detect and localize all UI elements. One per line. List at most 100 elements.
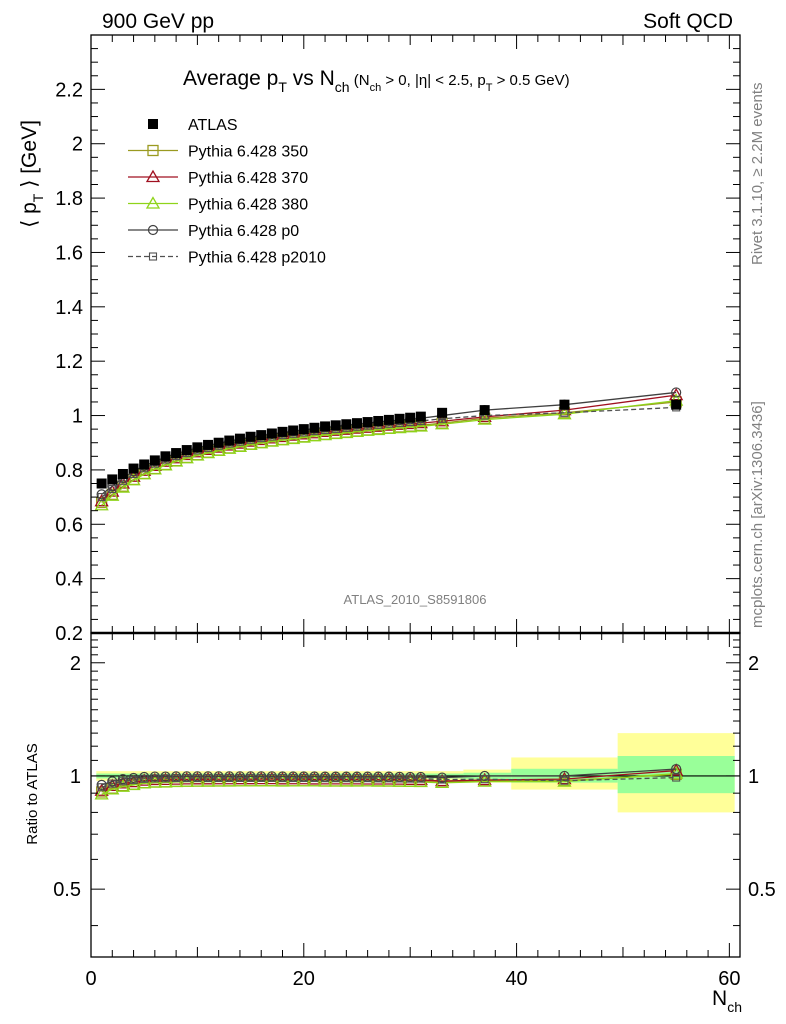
- atlas-data-point: [149, 455, 160, 466]
- atlas-data-point: [479, 405, 490, 416]
- ratio-point: [438, 775, 447, 784]
- atlas-data-point: [671, 399, 682, 410]
- ratio-point: [298, 771, 309, 782]
- ratio-point: [479, 770, 490, 782]
- legend-marker: [148, 252, 158, 261]
- atlas-data-point: [256, 430, 267, 441]
- atlas-data-point: [415, 411, 426, 422]
- ratio-point: [406, 774, 415, 783]
- atlas-data-point: [298, 424, 309, 435]
- main-panel: 0.2 0.4 0.6 0.8 1 1.2 1.4 1.6 1.8 2 2.2: [55, 34, 741, 645]
- ratio-plot-frame: [90, 632, 741, 958]
- atlas-data-point: [394, 413, 405, 424]
- series-point: [339, 425, 354, 439]
- ratio-point: [288, 771, 299, 782]
- atlas-data-point: [383, 414, 394, 425]
- ratio-point: [560, 776, 569, 785]
- legend-label: ATLAS: [188, 117, 238, 134]
- ratio-point: [416, 774, 425, 783]
- y-tick-label: 0.6: [55, 514, 83, 536]
- atlas-data-point: [351, 418, 362, 429]
- ratio-point: [139, 771, 150, 783]
- ratio-point: [405, 771, 416, 783]
- series-point: [403, 419, 418, 433]
- ratio-point: [171, 771, 182, 782]
- series-point: [296, 430, 311, 443]
- series-point: [211, 443, 226, 457]
- ratio-point: [331, 774, 340, 783]
- legend-marker: [145, 196, 161, 209]
- series-point: [158, 457, 173, 471]
- legend-label: Pythia 6.428 p0: [188, 223, 299, 240]
- atlas-data-point: [203, 439, 214, 450]
- x-tick-label: 60: [718, 968, 740, 990]
- x-axis-label: Nch: [712, 987, 742, 1015]
- ratio-point: [117, 774, 129, 785]
- y-tick-label: 1.4: [55, 297, 83, 319]
- legend-label: Pythia 6.428 380: [188, 197, 308, 214]
- ratio-point: [256, 771, 267, 782]
- x-tick-label: 40: [505, 968, 527, 990]
- ratio-point: [373, 771, 384, 782]
- legend-marker: [147, 224, 159, 236]
- series-point: [317, 427, 333, 441]
- ratio-point: [118, 777, 127, 786]
- ratio-point: [193, 773, 202, 783]
- atlas-data-point: [107, 474, 118, 485]
- series-point: [349, 424, 365, 438]
- ratio-point: [257, 773, 266, 782]
- ratio-point: [394, 771, 405, 782]
- ratio-y-tick-label-right: 0.5: [748, 879, 776, 901]
- legend-label: Pythia 6.428 370: [188, 170, 308, 187]
- atlas-data-point: [559, 399, 570, 410]
- ratio-point: [310, 773, 319, 783]
- ratio-point: [278, 774, 287, 783]
- ratio-point: [160, 771, 171, 782]
- ratio-point: [202, 771, 214, 782]
- ratio-point: [181, 771, 192, 782]
- ratio-point: [234, 771, 246, 782]
- series-line-3: [101, 391, 677, 495]
- ratio-point: [374, 774, 383, 783]
- ratio-point: [213, 771, 224, 782]
- ratio-point: [289, 773, 298, 783]
- ratio-point: [309, 771, 320, 782]
- series-point: [286, 431, 301, 445]
- ratio-point: [97, 783, 106, 792]
- analysis-watermark: ATLAS_2010_S8591806: [344, 592, 487, 607]
- series-point: [147, 462, 162, 475]
- atlas-data-point: [277, 426, 288, 437]
- y-tick-label: 1: [72, 406, 83, 428]
- series-point: [190, 448, 205, 461]
- series-point: [96, 489, 107, 500]
- legend-label: Pythia 6.428 p2010: [188, 250, 326, 267]
- atlas-data-point: [181, 445, 192, 456]
- series-point: [222, 441, 237, 454]
- ratio-point: [126, 777, 141, 791]
- series-point: [105, 488, 120, 501]
- series-point: [381, 421, 397, 435]
- series-point: [275, 432, 290, 446]
- legend-marker: [145, 169, 161, 183]
- atlas-data-point: [341, 419, 352, 430]
- ratio-point: [321, 774, 330, 783]
- ratio-point: [383, 771, 395, 782]
- series-point: [371, 422, 386, 436]
- series-point: [392, 420, 407, 434]
- ratio-y-tick-label: 1: [70, 766, 81, 788]
- atlas-data-point: [245, 431, 256, 442]
- ratio-point: [363, 774, 372, 783]
- legend-label: Pythia 6.428 350: [188, 144, 308, 161]
- ratio-point: [235, 773, 245, 782]
- atlas-data-point: [373, 415, 384, 426]
- atlas-data-point: [224, 435, 235, 446]
- ratio-point: [245, 771, 256, 782]
- y-tick-label: 1.8: [55, 188, 83, 210]
- series-point: [115, 480, 131, 493]
- series-point: [126, 472, 141, 486]
- ratio-point: [108, 779, 117, 788]
- y-tick-label: 0.8: [55, 460, 83, 482]
- ratio-point: [224, 771, 235, 782]
- ratio-y-tick-label: 0.5: [53, 879, 81, 901]
